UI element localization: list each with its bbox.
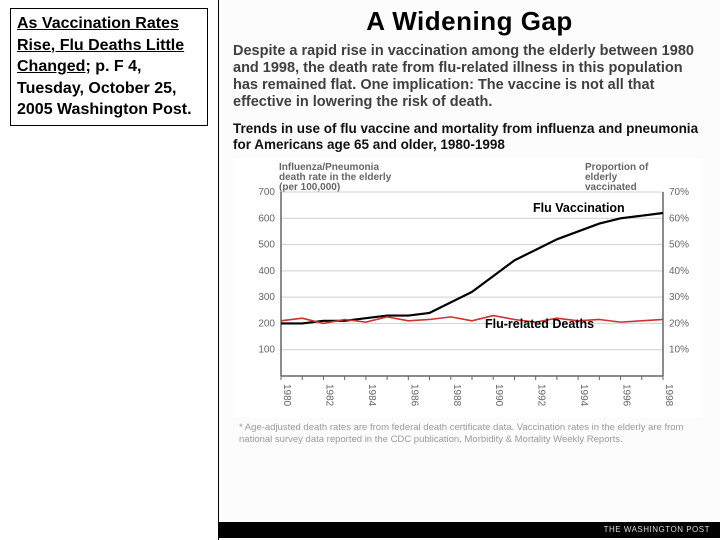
svg-text:400: 400 — [258, 266, 275, 277]
svg-text:1994: 1994 — [578, 384, 589, 407]
svg-text:Flu Vaccination: Flu Vaccination — [533, 201, 625, 215]
svg-text:1984: 1984 — [366, 384, 377, 407]
source-credit: THE WASHINGTON POST — [604, 525, 710, 534]
svg-text:Flu-related Deaths: Flu-related Deaths — [485, 317, 594, 331]
article-trend-label: Trends in use of flu vaccine and mortali… — [219, 119, 720, 158]
svg-text:60%: 60% — [669, 213, 689, 224]
svg-text:(per 100,000): (per 100,000) — [279, 182, 340, 193]
svg-text:100: 100 — [258, 345, 275, 356]
svg-text:200: 200 — [258, 319, 275, 330]
source-credit-bar: THE WASHINGTON POST — [219, 522, 720, 538]
svg-text:1998: 1998 — [663, 384, 674, 407]
chart-container: Influenza/Pneumoniadeath rate in the eld… — [233, 158, 706, 418]
svg-text:500: 500 — [258, 240, 275, 251]
svg-text:1992: 1992 — [536, 384, 547, 407]
svg-text:1988: 1988 — [451, 384, 462, 407]
article-footnote: * Age-adjusted death rates are from fede… — [219, 418, 720, 445]
svg-text:50%: 50% — [669, 240, 689, 251]
svg-text:1980: 1980 — [281, 384, 292, 407]
article-blurb: Despite a rapid rise in vaccination amon… — [219, 41, 720, 119]
article-headline: A Widening Gap — [219, 0, 720, 41]
svg-text:300: 300 — [258, 292, 275, 303]
svg-text:30%: 30% — [669, 292, 689, 303]
line-chart: Influenza/Pneumoniadeath rate in the eld… — [233, 158, 703, 418]
left-column: As Vaccination Rates Rise, Flu Deaths Li… — [0, 0, 218, 540]
citation-box: As Vaccination Rates Rise, Flu Deaths Li… — [10, 8, 208, 126]
svg-text:1986: 1986 — [408, 384, 419, 407]
svg-text:70%: 70% — [669, 187, 689, 198]
svg-text:1990: 1990 — [493, 384, 504, 407]
svg-text:700: 700 — [258, 187, 275, 198]
svg-text:1996: 1996 — [621, 384, 632, 407]
article-panel: A Widening Gap Despite a rapid rise in v… — [218, 0, 720, 540]
svg-text:600: 600 — [258, 213, 275, 224]
svg-text:20%: 20% — [669, 319, 689, 330]
svg-text:1982: 1982 — [323, 384, 334, 407]
svg-text:vaccinated: vaccinated — [585, 182, 637, 193]
svg-text:10%: 10% — [669, 345, 689, 356]
svg-text:40%: 40% — [669, 266, 689, 277]
